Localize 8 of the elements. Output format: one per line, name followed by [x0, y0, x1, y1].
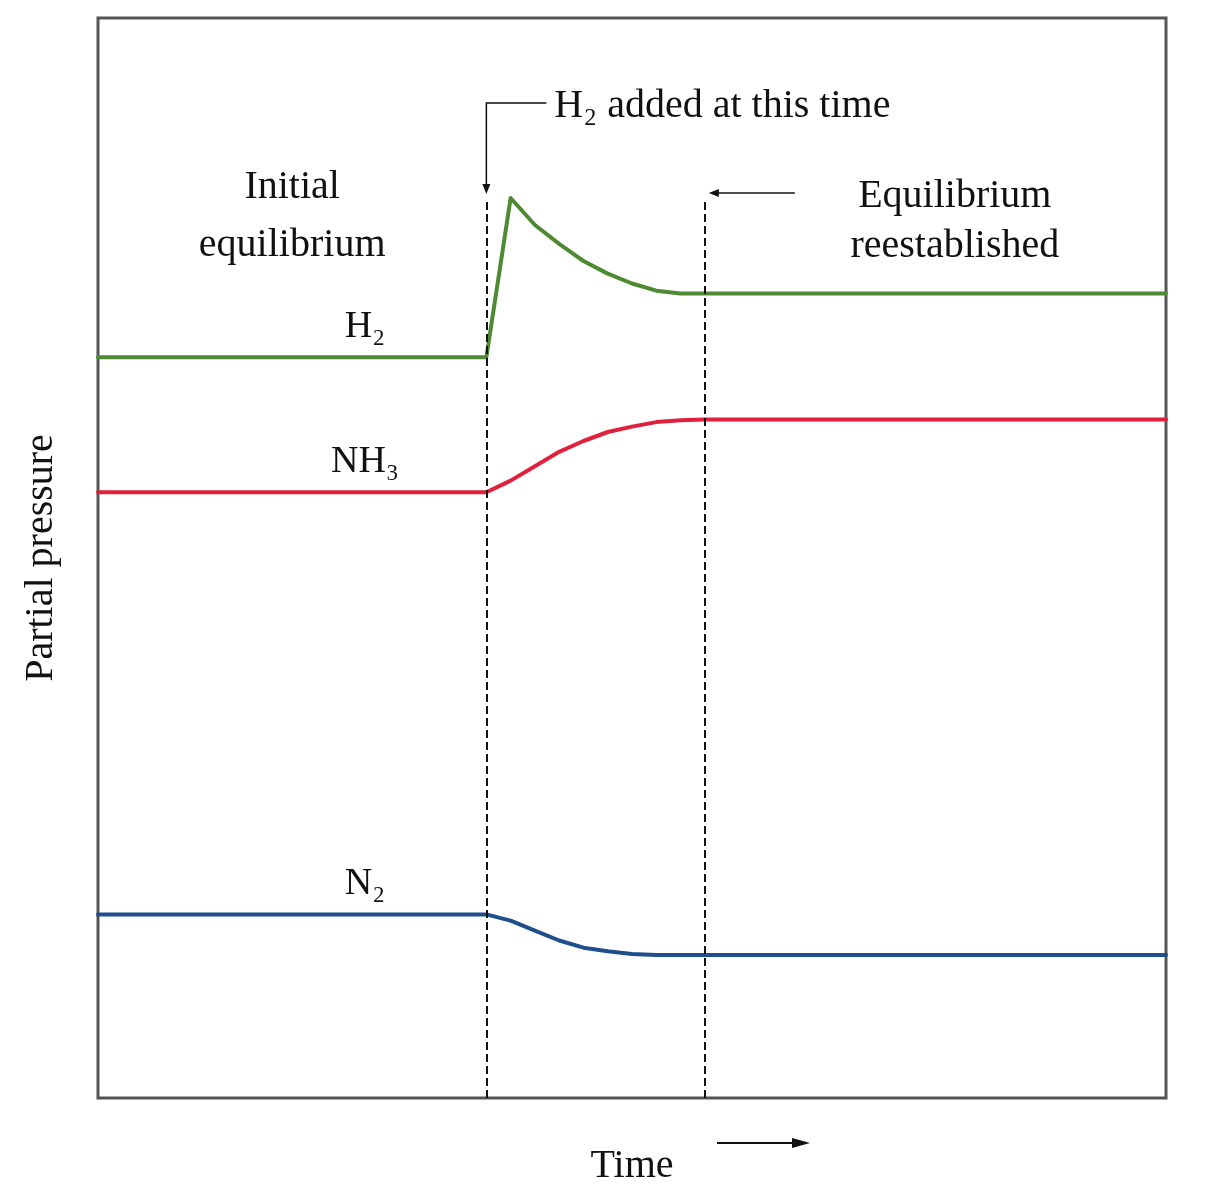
series-label: N₂: [344, 860, 386, 903]
annotation: Initial equilibrium: [198, 161, 386, 265]
series-label: H₂: [344, 303, 386, 346]
y-axis-title: Partial pressure: [15, 434, 61, 682]
series-label: NH₃: [330, 438, 400, 481]
annotation: Equilibrium reestablished: [850, 170, 1060, 266]
x-axis-title: Time: [590, 1140, 674, 1186]
text: H₂ added at this time: [554, 80, 891, 126]
